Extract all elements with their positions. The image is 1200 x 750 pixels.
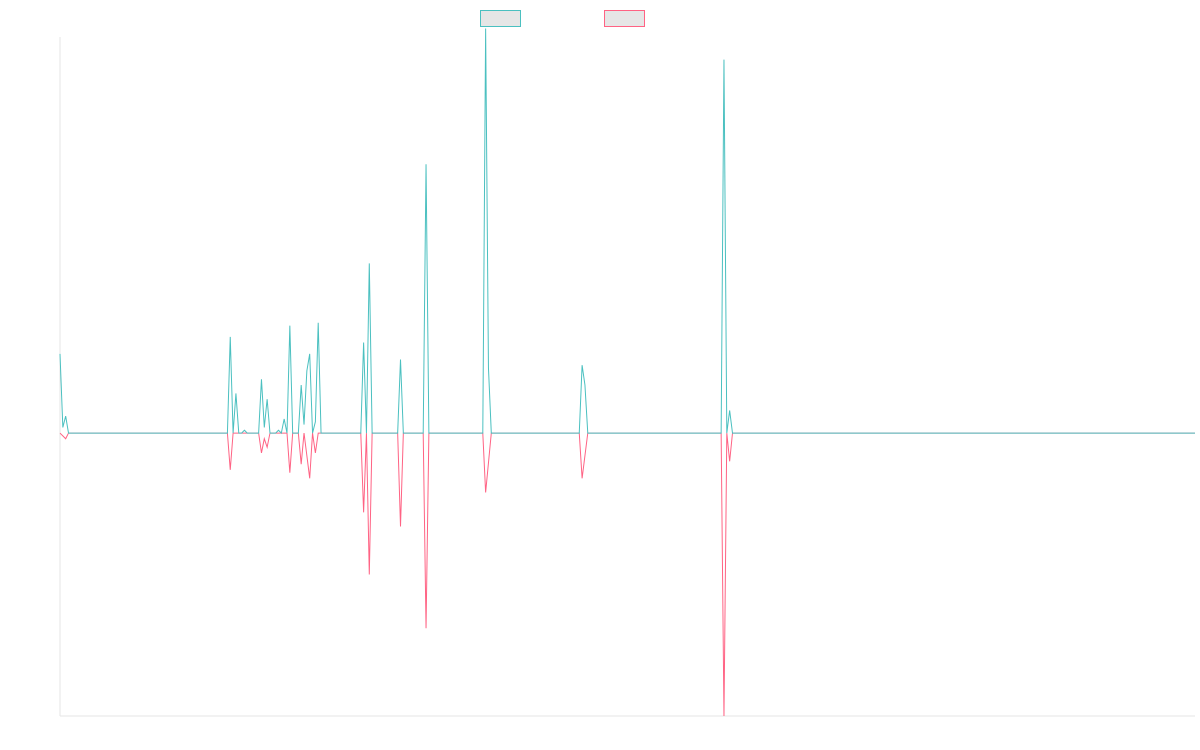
series-1-line [59,28,1195,435]
legend[interactable] [480,10,645,27]
axes [59,37,1195,717]
legend-swatch-series-2[interactable] [604,10,645,27]
series-2-line [59,432,1195,717]
series-layer [59,28,1195,717]
legend-swatch-series-1[interactable] [480,10,521,27]
